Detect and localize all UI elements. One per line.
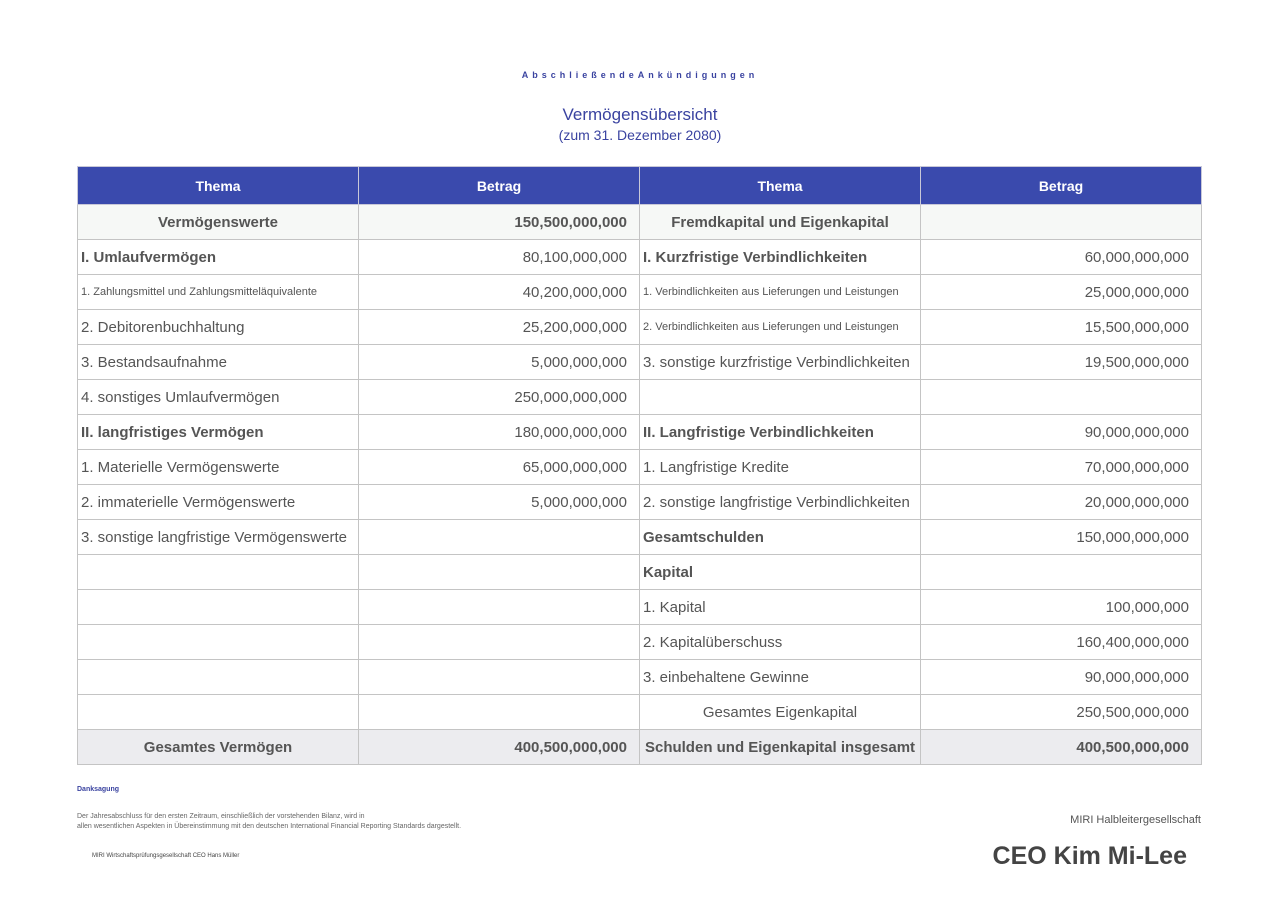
topic-cell: [639, 379, 921, 415]
auditor-signature: MIRI Wirtschaftsprüfungsgesellschaft CEO…: [92, 853, 240, 859]
amount-cell: 5,000,000,000: [358, 484, 640, 520]
topic-cell: [77, 624, 359, 660]
topic-cell: 3. einbehaltene Gewinne: [639, 659, 921, 695]
topic-cell: 1. Langfristige Kredite: [639, 449, 921, 485]
amount-cell: [358, 624, 640, 660]
amount-cell: 400,500,000,000: [358, 729, 640, 765]
topic-cell: Gesamtes Eigenkapital: [639, 694, 921, 730]
amount-cell: 90,000,000,000: [920, 659, 1202, 695]
amount-cell: [358, 694, 640, 730]
topic-cell: 2. Verbindlichkeiten aus Lieferungen und…: [639, 309, 921, 345]
note-line: allen wesentlichen Aspekten in Übereinst…: [77, 823, 462, 830]
table-row: 2. Debitorenbuchhaltung 25,200,000,000 2. …: [77, 309, 1202, 345]
amount-cell: 250,500,000,000: [920, 694, 1202, 730]
topic-cell: Vermögenswerte: [77, 204, 359, 240]
amount-cell: 90,000,000,000: [920, 414, 1202, 450]
amount-cell: 20,000,000,000: [920, 484, 1202, 520]
topic-cell: Gesamtschulden: [639, 519, 921, 555]
amount-cell: 70,000,000,000: [920, 449, 1202, 485]
topic-cell: 1. Kapital: [639, 589, 921, 625]
amount-cell: 15,500,000,000: [920, 309, 1202, 345]
topic-cell: [77, 589, 359, 625]
topic-cell: I. Umlaufvermögen: [77, 239, 359, 275]
table-row: 4. sonstiges Umlaufvermögen 250,000,000,0…: [77, 379, 1202, 415]
topic-cell: 2. Debitorenbuchhaltung: [77, 309, 359, 345]
topic-cell: Fremdkapital und Eigenkapital: [639, 204, 921, 240]
amount-cell: 80,100,000,000: [358, 239, 640, 275]
column-header: Betrag: [358, 166, 640, 205]
topic-cell: 4. sonstiges Umlaufvermögen: [77, 379, 359, 415]
table-row: 3. Bestandsaufnahme 5,000,000,000 3. sonst…: [77, 344, 1202, 380]
amount-cell: [920, 204, 1202, 240]
page-subtitle: (zum 31. Dezember 2080): [558, 127, 722, 143]
topic-cell: I. Kurzfristige Verbindlichkeiten: [639, 239, 921, 275]
topic-cell: 2. immaterielle Vermögenswerte: [77, 484, 359, 520]
topic-cell: 1. Materielle Vermögenswerte: [77, 449, 359, 485]
amount-cell: 25,200,000,000: [358, 309, 640, 345]
amount-cell: 250,000,000,000: [358, 379, 640, 415]
topic-cell: [77, 694, 359, 730]
table-row: Gesamtes Eigenkapital 250,500,000,000: [77, 694, 1202, 730]
topic-cell: [77, 554, 359, 590]
topic-cell: 3. sonstige langfristige Vermögenswerte: [77, 519, 359, 555]
topic-cell: Gesamtes Vermögen: [77, 729, 359, 765]
amount-cell: 150,000,000,000: [920, 519, 1202, 555]
amount-cell: 160,400,000,000: [920, 624, 1202, 660]
topic-cell: Kapital: [639, 554, 921, 590]
amount-cell: 150,500,000,000: [358, 204, 640, 240]
topic-cell: II. Langfristige Verbindlichkeiten: [639, 414, 921, 450]
table-row: Kapital: [77, 554, 1202, 590]
amount-cell: 25,000,000,000: [920, 274, 1202, 310]
table-row: 1. Materielle Vermögenswerte 65,000,000,0…: [77, 449, 1202, 485]
note-line: Der Jahresabschluss für den ersten Zeitr…: [77, 813, 365, 820]
amount-cell: 40,200,000,000: [358, 274, 640, 310]
ceo-name: CEO Kim Mi-Lee: [992, 842, 1187, 870]
topic-cell: [77, 659, 359, 695]
topic-cell: 2. Kapitalüberschuss: [639, 624, 921, 660]
kicker: AbschließendeAnkündigungen: [521, 70, 759, 80]
topic-cell: 1. Verbindlichkeiten aus Lieferungen und…: [639, 274, 921, 310]
topic-cell: 2. sonstige langfristige Verbindlichkeit…: [639, 484, 921, 520]
topic-cell: Schulden und Eigenkapital insgesamt: [639, 729, 921, 765]
thanks-heading: Danksagung: [77, 786, 120, 793]
topic-cell: II. langfristiges Vermögen: [77, 414, 359, 450]
amount-cell: [358, 589, 640, 625]
company-name: MIRI Halbleitergesellschaft: [1070, 814, 1201, 826]
amount-cell: [920, 554, 1202, 590]
column-header: Betrag: [920, 166, 1202, 205]
topic-cell: 3. sonstige kurzfristige Verbindlichkeit…: [639, 344, 921, 380]
topic-cell: 1. Zahlungsmittel und Zahlungsmitteläqui…: [77, 274, 359, 310]
table-row: 2. Kapitalüberschuss 160,400,000,000: [77, 624, 1202, 660]
amount-cell: 100,000,000: [920, 589, 1202, 625]
amount-cell: [920, 379, 1202, 415]
table-row: Gesamtes Vermögen 400,500,000,000 Schulden…: [77, 729, 1202, 765]
page-title: Vermögensübersicht: [562, 105, 718, 124]
amount-cell: [358, 519, 640, 555]
table-row: 1. Zahlungsmittel und Zahlungsmitteläqui…: [77, 274, 1202, 310]
balance-table: Thema Betrag Thema Betrag Vermögenswerte 150…: [77, 166, 1202, 765]
amount-cell: [358, 554, 640, 590]
table-row: II. langfristiges Vermögen 180,000,000,00…: [77, 414, 1202, 450]
table-row: 3. sonstige langfristige Vermögenswerte G…: [77, 519, 1202, 555]
amount-cell: 60,000,000,000: [920, 239, 1202, 275]
footer-note: Der Jahresabschluss für den ersten Zeitr…: [77, 812, 461, 832]
amount-cell: [358, 659, 640, 695]
amount-cell: 65,000,000,000: [358, 449, 640, 485]
amount-cell: 5,000,000,000: [358, 344, 640, 380]
amount-cell: 180,000,000,000: [358, 414, 640, 450]
topic-cell: 3. Bestandsaufnahme: [77, 344, 359, 380]
column-header: Thema: [639, 166, 921, 205]
table-row: 2. immaterielle Vermögenswerte 5,000,000,…: [77, 484, 1202, 520]
table-row: 1. Kapital 100,000,000: [77, 589, 1202, 625]
amount-cell: 400,500,000,000: [920, 729, 1202, 765]
table-row: 3. einbehaltene Gewinne 90,000,000,000: [77, 659, 1202, 695]
amount-cell: 19,500,000,000: [920, 344, 1202, 380]
table-row: I. Umlaufvermögen 80,100,000,000 I. Kurzfr…: [77, 239, 1202, 275]
column-header: Thema: [77, 166, 359, 205]
table-row: Vermögenswerte 150,500,000,000 Fremdkapita…: [77, 204, 1202, 240]
